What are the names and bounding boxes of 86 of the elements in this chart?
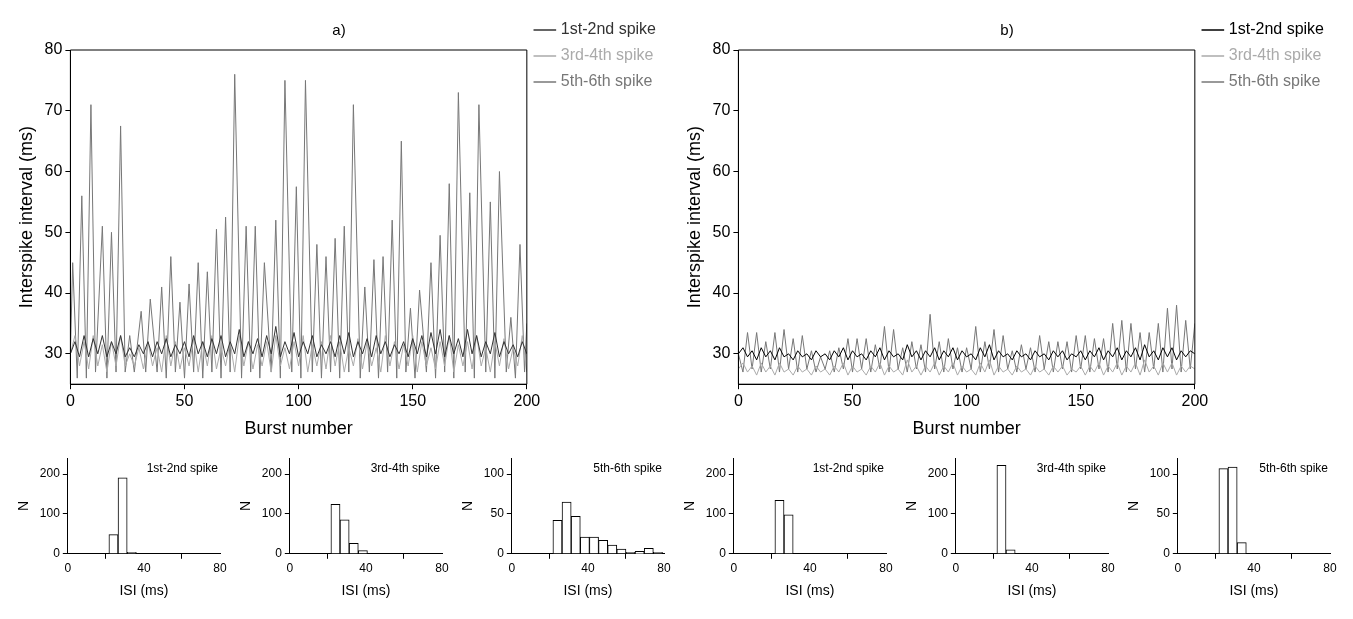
y-tick-label: 0: [941, 546, 949, 561]
y-tick-label: 60: [712, 161, 731, 179]
x-tick-label: 40: [137, 561, 151, 576]
x-axis-title: ISI (ms): [1229, 582, 1279, 599]
y-tick-label: 200: [705, 466, 727, 481]
x-tick-label: 100: [953, 392, 981, 410]
y-tick-label: 40: [712, 283, 731, 301]
x-tick-label: 80: [1323, 561, 1337, 576]
x-axis-title: ISI (ms): [1007, 582, 1057, 599]
y-axis-title: N: [459, 500, 476, 512]
y-tick-label: 100: [927, 506, 949, 521]
x-tick-label: 0: [65, 392, 75, 410]
y-tick-label: 200: [927, 466, 949, 481]
y-axis-title: N: [681, 500, 698, 512]
chart-title: b): [1000, 21, 1014, 39]
y-tick-label: 80: [712, 40, 731, 58]
y-tick-label: 50: [44, 222, 63, 240]
y-tick-label: 100: [1149, 466, 1171, 481]
y-tick-label: 50: [490, 506, 505, 521]
x-tick-label: 0: [952, 561, 960, 576]
y-tick-label: 50: [1156, 506, 1171, 521]
legend-label: 3rd-4th spike: [1228, 46, 1322, 64]
y-axis-title: N: [237, 500, 254, 512]
x-tick-label: 40: [1025, 561, 1039, 576]
x-tick-label: 50: [843, 392, 862, 410]
annotation: 1st-2nd spike: [146, 460, 219, 475]
x-tick-label: 150: [399, 392, 427, 410]
legend-label: 5th-6th spike: [1228, 72, 1321, 90]
x-tick-label: 80: [213, 561, 227, 576]
chart-title: a): [332, 21, 346, 39]
x-axis-title: Burst number: [244, 418, 353, 439]
x-axis-title: Burst number: [912, 418, 1021, 439]
y-tick-label: 30: [712, 344, 731, 362]
x-tick-label: 40: [581, 561, 595, 576]
x-tick-label: 80: [879, 561, 893, 576]
x-tick-label: 80: [657, 561, 671, 576]
x-axis-title: ISI (ms): [341, 582, 391, 599]
annotation: 5th-6th spike: [593, 460, 663, 475]
x-tick-label: 200: [1181, 392, 1209, 410]
y-tick-label: 70: [44, 101, 63, 119]
x-tick-label: 0: [733, 392, 743, 410]
x-tick-label: 100: [285, 392, 313, 410]
legend-label: 5th-6th spike: [560, 72, 653, 90]
y-tick-label: 100: [705, 506, 727, 521]
y-tick-label: 80: [44, 40, 63, 58]
y-axis-title: Interspike interval (ms): [15, 126, 36, 309]
y-tick-label: 100: [261, 506, 283, 521]
y-tick-label: 0: [1163, 546, 1171, 561]
y-tick-label: 50: [712, 222, 731, 240]
y-axis-title: N: [15, 500, 32, 512]
annotation: 1st-2nd spike: [812, 460, 885, 475]
x-tick-label: 40: [803, 561, 817, 576]
y-tick-label: 60: [44, 161, 63, 179]
y-tick-label: 0: [275, 546, 283, 561]
legend-label: 1st-2nd spike: [560, 20, 657, 38]
y-tick-label: 0: [719, 546, 727, 561]
x-tick-label: 40: [1247, 561, 1261, 576]
x-axis-title: ISI (ms): [563, 582, 613, 599]
annotation: 3rd-4th spike: [1036, 460, 1107, 475]
y-tick-label: 70: [712, 101, 731, 119]
y-axis-title: N: [903, 500, 920, 512]
y-tick-label: 100: [483, 466, 505, 481]
y-tick-label: 200: [261, 466, 283, 481]
x-axis-title: ISI (ms): [785, 582, 835, 599]
y-axis-title: N: [1125, 500, 1142, 512]
y-axis-title: Interspike interval (ms): [683, 126, 704, 309]
x-axis-title: ISI (ms): [119, 582, 169, 599]
x-tick-label: 0: [1174, 561, 1182, 576]
y-tick-label: 40: [44, 283, 63, 301]
legend-label: 3rd-4th spike: [560, 46, 654, 64]
y-tick-label: 0: [497, 546, 505, 561]
legend-label: 1st-2nd spike: [1228, 20, 1325, 38]
x-tick-label: 80: [435, 561, 449, 576]
x-tick-label: 0: [286, 561, 294, 576]
x-tick-label: 80: [1101, 561, 1115, 576]
x-tick-label: 150: [1067, 392, 1095, 410]
y-tick-label: 200: [39, 466, 61, 481]
x-tick-label: 200: [513, 392, 541, 410]
x-tick-label: 50: [175, 392, 194, 410]
annotation: 3rd-4th spike: [370, 460, 441, 475]
annotation: 5th-6th spike: [1259, 460, 1329, 475]
y-tick-label: 100: [39, 506, 61, 521]
x-tick-label: 40: [359, 561, 373, 576]
y-tick-label: 30: [44, 344, 63, 362]
x-tick-label: 0: [508, 561, 516, 576]
y-tick-label: 0: [53, 546, 61, 561]
